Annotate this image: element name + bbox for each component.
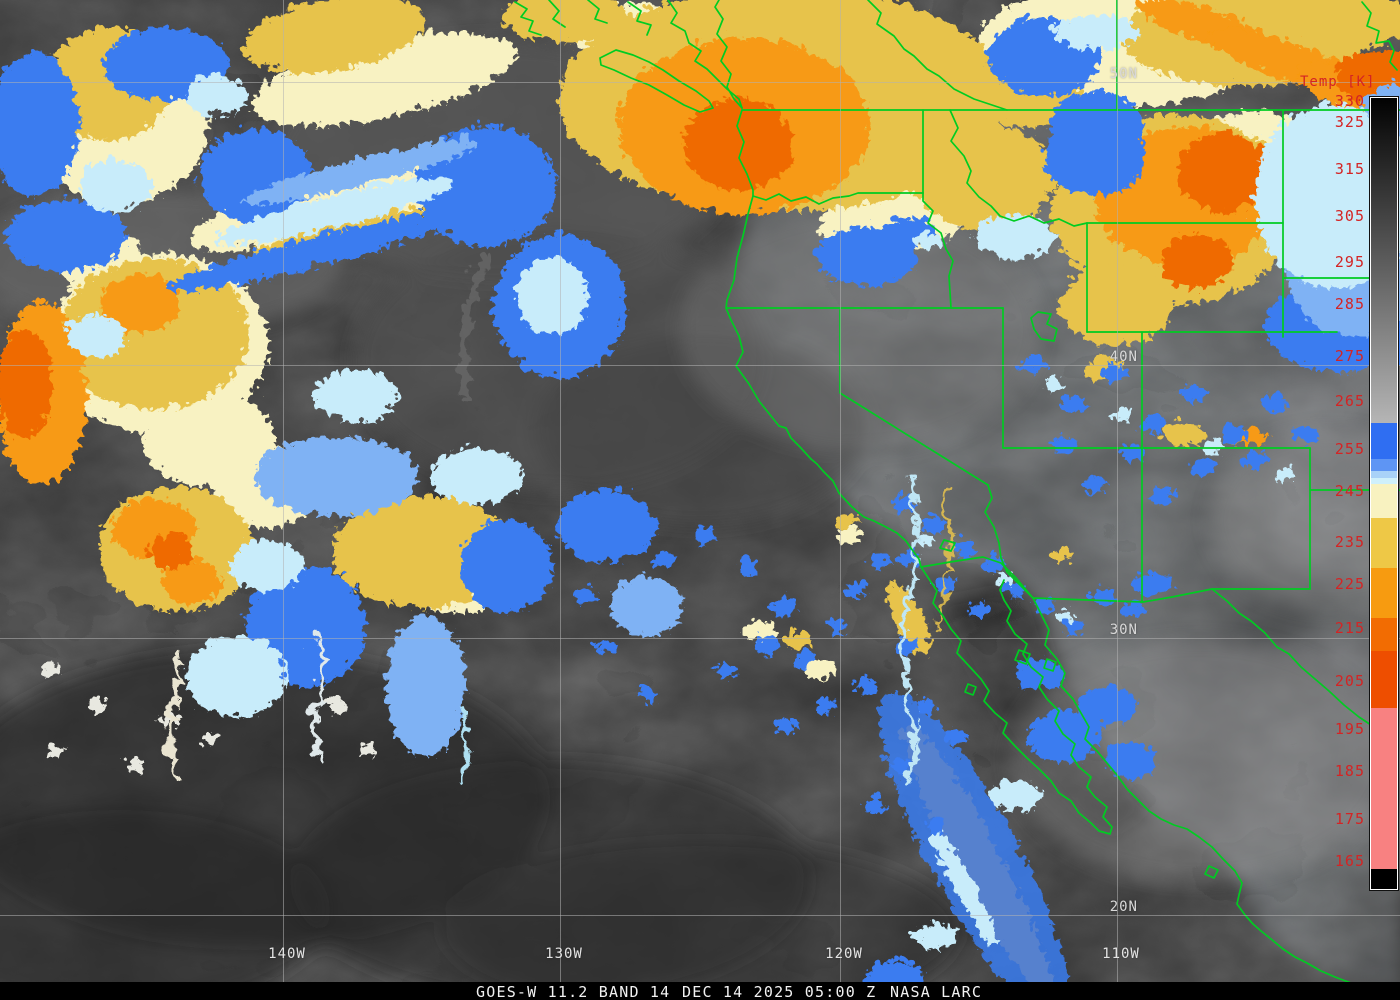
coastline-baja [920,566,1113,835]
lat-label-20N: 20N [1109,899,1138,915]
coastline-mexico-mainland [1032,597,1365,988]
colorbar-title: Temp [K] [1300,74,1376,90]
border-bc-ab [867,0,1008,111]
colorbar-block-1 [1371,459,1397,471]
manitoba-lake [1361,1,1398,71]
island-channel [939,539,956,552]
colorbar-tick-215: 215 [1334,619,1365,637]
colorbar-tick-245: 245 [1334,482,1365,500]
colorbar-tick-295: 295 [1334,253,1365,271]
caption-segment-1: DEC 14 2025 05:00 Z [682,983,877,1000]
border-rio-grande [1211,588,1397,740]
bc-inlet-2 [667,0,743,109]
caption-bar: GOES-W 11.2 BAND 14 DEC 14 2025 05:00 Z NA… [0,982,1400,1000]
coastline-west [725,109,922,568]
border-wa-or [752,192,924,205]
colorbar-tick-275: 275 [1334,347,1365,365]
island-cedros [964,683,977,696]
bc-island-2 [548,0,566,28]
lat-label-30N: 30N [1109,622,1138,638]
colorbar-tick-165: 165 [1334,852,1365,870]
colorbar-tick-315: 315 [1334,160,1365,178]
colorbar-tick-255: 255 [1334,440,1365,458]
colorbar-block-0 [1371,423,1397,459]
colorbar-block-10 [1371,869,1397,889]
colorbar-gray-gradient [1371,98,1397,423]
colorbar-block-7 [1371,618,1397,651]
bc-inlet-3 [587,0,608,24]
colorbar-tick-205: 205 [1334,672,1365,690]
lon-label-130W: 130W [545,946,583,962]
colorbar-tick-235: 235 [1334,533,1365,551]
colorbar-tick-195: 195 [1334,720,1365,738]
colorbar-block-4 [1371,484,1397,518]
bc-island-1 [514,1,542,36]
caption-segment-2: NASA LARC [890,983,983,1000]
great-salt-lake [1030,311,1058,342]
colorbar-strip [1369,96,1399,891]
colorbar-tick-175: 175 [1334,810,1365,828]
border-colorado-river [984,484,1034,599]
lon-label-140W: 140W [268,946,306,962]
border-or-id [922,192,954,309]
colorbar-tick-305: 305 [1334,207,1365,225]
vancouver-island [599,49,714,113]
colorbar-block-2 [1371,471,1397,478]
colorbar-block-6 [1371,568,1397,618]
island-mexico [1204,865,1219,879]
colorbar-tick-330: 330 [1334,92,1365,110]
colorbar-tick-225: 225 [1334,575,1365,593]
bc-inlet-1 [627,1,652,36]
cloud-streamers [160,245,946,785]
border-us-mexico [920,556,1034,599]
colorbar-tick-185: 185 [1334,762,1365,780]
colorbar-block-8 [1371,651,1397,708]
island-gulf-2 [1043,658,1057,672]
colorbar-block-5 [1371,518,1397,568]
colorbar-tick-285: 285 [1334,295,1365,313]
island-gulf-1 [1014,649,1031,665]
lon-label-110W: 110W [1102,946,1140,962]
lat-label-40N: 40N [1109,349,1138,365]
colorbar-block-3 [1371,478,1397,484]
caption-segment-0: GOES-W 11.2 BAND 14 [476,983,671,1000]
border-id-mt [949,109,1088,227]
lat-label-50N: 50N [1109,66,1138,82]
colorbar-tick-325: 325 [1334,113,1365,131]
border-nm-chihuahua [1142,588,1213,603]
lon-label-120W: 120W [825,946,863,962]
colorbar-block-9 [1371,708,1397,869]
colorbar-tick-265: 265 [1334,392,1365,410]
border-az-sonora [1032,597,1144,603]
